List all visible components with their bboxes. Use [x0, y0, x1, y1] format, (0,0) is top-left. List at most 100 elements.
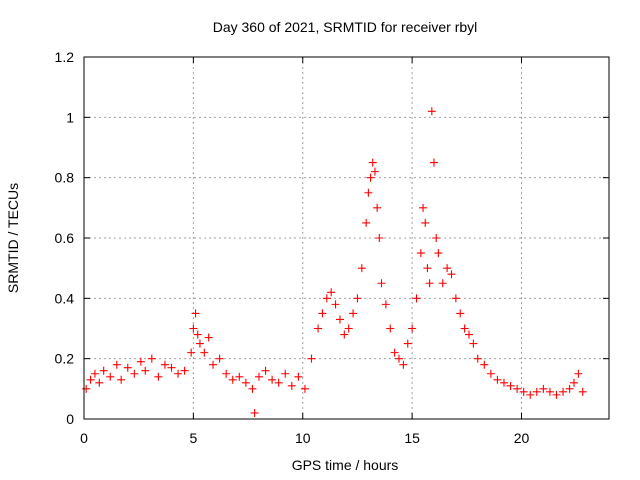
data-point	[377, 279, 386, 288]
data-point	[174, 369, 183, 378]
data-point	[419, 203, 428, 212]
y-tick-label: 1	[66, 109, 74, 125]
data-point	[473, 354, 482, 363]
data-point	[235, 372, 244, 381]
data-point	[191, 309, 200, 318]
data-point	[189, 324, 198, 333]
data-point	[545, 387, 554, 396]
data-point	[570, 378, 578, 387]
data-point	[460, 324, 469, 333]
data-point	[222, 369, 231, 378]
data-point	[209, 360, 218, 369]
data-point	[375, 234, 384, 242]
data-point	[480, 360, 489, 369]
x-tick-label: 15	[404, 430, 420, 446]
grid-lines	[84, 57, 609, 419]
data-point	[335, 315, 344, 324]
data-point	[204, 333, 213, 342]
data-point	[578, 387, 587, 396]
data-point	[112, 360, 121, 369]
data-point	[250, 408, 259, 417]
data-point	[154, 372, 163, 381]
chart-title: Day 360 of 2021, SRMTID for receiver rby…	[213, 19, 478, 35]
x-tick-label: 10	[295, 430, 311, 446]
data-point	[357, 264, 366, 273]
data-point	[456, 309, 465, 318]
data-point	[353, 294, 362, 303]
axis-ticks: 0 5 10 15 20 0 0.2 0.4 0.6 0.8 1 1.2	[55, 49, 609, 446]
data-point	[268, 375, 277, 384]
data-point	[390, 348, 399, 357]
data-point	[432, 234, 441, 242]
data-point	[513, 384, 522, 393]
data-point	[86, 375, 95, 384]
data-point	[327, 288, 336, 297]
data-point	[228, 375, 237, 384]
data-point	[425, 279, 434, 288]
y-axis-label: SRMTID / TECUs	[5, 183, 21, 293]
data-point	[117, 375, 126, 384]
data-point	[318, 309, 327, 318]
y-tick-label: 0.4	[55, 290, 75, 306]
data-point	[395, 354, 403, 363]
data-point	[438, 279, 447, 288]
data-point	[123, 363, 132, 372]
x-axis-label: GPS time / hours	[292, 457, 399, 473]
data-point	[447, 270, 456, 279]
data-point	[248, 384, 257, 393]
data-point	[261, 366, 270, 375]
data-point	[381, 300, 390, 309]
data-point	[160, 360, 169, 369]
y-tick-label: 0.8	[55, 170, 75, 186]
data-point	[349, 309, 358, 318]
data-point	[565, 384, 574, 393]
data-point	[519, 387, 528, 396]
data-point	[423, 264, 432, 273]
data-point	[434, 249, 443, 258]
y-tick-label: 0.2	[55, 351, 75, 367]
data-point	[136, 357, 145, 366]
data-point	[322, 294, 331, 303]
data-point	[368, 158, 377, 167]
data-point	[255, 372, 263, 381]
data-point	[526, 390, 535, 399]
y-tick-label: 0	[66, 411, 74, 427]
data-point	[539, 384, 548, 393]
data-point	[469, 339, 478, 348]
data-point	[307, 354, 316, 363]
data-point	[95, 378, 104, 387]
data-point	[399, 360, 408, 369]
data-point	[195, 339, 204, 348]
data-point	[559, 387, 568, 396]
data-points	[82, 107, 587, 417]
data-point	[403, 339, 412, 348]
data-point	[130, 369, 139, 378]
data-point	[281, 369, 290, 378]
data-point	[364, 188, 373, 197]
data-point	[366, 173, 375, 182]
data-point	[200, 348, 209, 357]
y-tick-label: 1.2	[55, 49, 75, 65]
data-point	[314, 324, 323, 333]
x-tick-label: 0	[80, 430, 88, 446]
data-point	[532, 387, 541, 396]
data-point	[408, 324, 417, 333]
data-point	[500, 378, 508, 387]
data-point	[430, 158, 438, 167]
data-point	[465, 330, 473, 339]
data-point	[486, 369, 495, 378]
data-point	[147, 354, 156, 363]
data-point	[344, 324, 353, 333]
data-point	[421, 218, 430, 227]
data-point	[451, 294, 460, 303]
data-point	[294, 372, 303, 381]
data-point	[362, 218, 371, 227]
data-point	[574, 369, 583, 378]
x-tick-label: 5	[189, 430, 197, 446]
data-point	[274, 378, 283, 387]
data-point	[493, 375, 502, 384]
data-point	[373, 203, 382, 212]
data-point	[99, 366, 108, 375]
x-tick-label: 20	[514, 430, 530, 446]
